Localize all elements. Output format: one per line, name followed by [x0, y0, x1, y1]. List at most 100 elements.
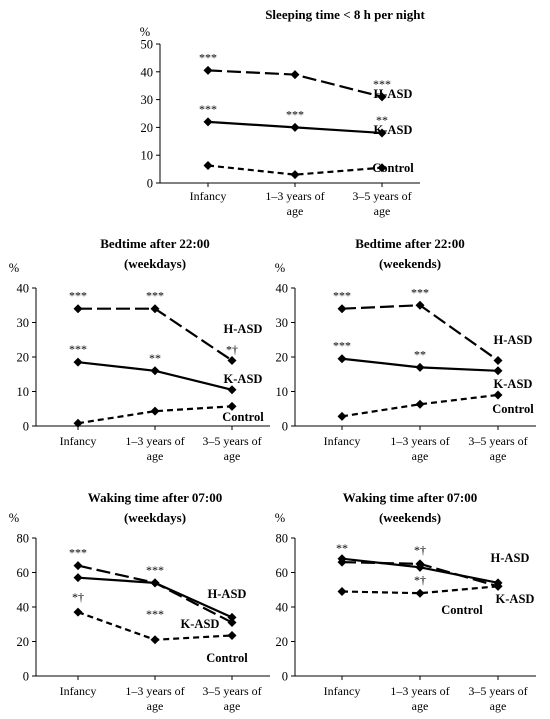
x-tick-label-line: age	[147, 699, 164, 713]
significance-marker: ***	[199, 102, 217, 116]
series-label-control: Control	[222, 410, 264, 424]
data-point-control	[493, 581, 503, 591]
x-tick-label: 1–3 years of age	[125, 684, 184, 713]
y-tick-label: 20	[141, 121, 154, 135]
data-point-control	[227, 630, 237, 640]
x-tick-label-line: age	[224, 699, 241, 713]
significance-marker: *†	[72, 590, 84, 604]
x-tick-label-line: age	[412, 699, 429, 713]
x-tick-label-line: age	[374, 204, 391, 218]
data-point-h-asd	[415, 300, 425, 310]
x-tick-label-line: age	[224, 449, 241, 463]
data-point-h-asd	[337, 304, 347, 314]
chart-panel-1: Sleeping time < 8 h per night% 0 10 20 30 40 5…	[140, 7, 426, 218]
chart-title: Waking time after 07:00	[88, 490, 222, 505]
significance-marker: ***	[286, 107, 304, 121]
x-tick-label-line: 1–3 years of	[390, 684, 449, 698]
y-tick-label: 40	[141, 65, 154, 79]
series-label-control: Control	[492, 402, 534, 416]
series-line-control	[341, 393, 499, 418]
data-point-h-asd	[73, 561, 83, 571]
y-tick-label: 30	[17, 316, 30, 330]
data-point-k-asd	[377, 128, 387, 138]
y-tick-label: 20	[276, 635, 289, 649]
data-point-k-asd	[150, 578, 160, 588]
x-tick-label-line: 1–3 years of	[125, 684, 184, 698]
significance-marker: ***	[146, 607, 164, 621]
data-point-h-asd	[73, 304, 83, 314]
y-tick-label: 20	[276, 351, 289, 365]
y-tick-label: 20	[17, 635, 30, 649]
data-point-k-asd	[227, 385, 237, 395]
x-tick-label: Infancy	[60, 434, 97, 448]
significance-marker: *†	[226, 342, 238, 356]
series-label-h-asd: H-ASD	[224, 322, 263, 336]
y-tick-label: 50	[141, 38, 154, 52]
data-point-control	[415, 399, 425, 409]
significance-marker: ***	[333, 289, 351, 303]
significance-marker: *†	[414, 573, 426, 587]
data-point-control	[337, 586, 347, 596]
x-tick-label: 3–5 years of age	[202, 684, 261, 713]
x-tick-label-line: age	[147, 449, 164, 463]
y-tick-label: 0	[282, 420, 288, 434]
y-axis-unit: %	[140, 25, 150, 39]
x-tick-label-line: age	[490, 449, 507, 463]
x-tick-label: 3–5 years of age	[468, 434, 527, 463]
y-tick-label: 0	[23, 420, 29, 434]
x-tick-label: Infancy	[60, 684, 97, 698]
y-tick-label: 0	[23, 670, 29, 684]
data-point-k-asd	[415, 362, 425, 372]
data-point-k-asd	[290, 122, 300, 132]
significance-marker: ***	[69, 342, 87, 356]
chart-subtitle: (weekdays)	[124, 510, 186, 525]
data-point-control	[337, 411, 347, 421]
data-point-control	[493, 390, 503, 400]
significance-marker: ***	[69, 546, 87, 560]
data-point-h-asd	[227, 355, 237, 365]
y-tick-label: 40	[276, 282, 289, 296]
significance-marker: **	[414, 347, 426, 361]
x-tick-label: 1–3 years of age	[390, 684, 449, 713]
significance-marker: *†	[414, 543, 426, 557]
data-point-k-asd	[73, 357, 83, 367]
data-point-h-asd	[377, 92, 387, 102]
x-tick-label: Infancy	[324, 684, 361, 698]
series-label-k-asd: K-ASD	[181, 617, 220, 631]
chart-subtitle: (weekends)	[379, 510, 441, 525]
data-point-h-asd	[203, 65, 213, 75]
significance-marker: ***	[333, 339, 351, 353]
y-tick-label: 80	[17, 532, 30, 546]
series-label-k-asd: K-ASD	[224, 372, 263, 386]
data-point-control	[415, 588, 425, 598]
x-tick-label-line: 1–3 years of	[265, 189, 324, 203]
significance-marker: ***	[411, 285, 429, 299]
x-tick-label: 1–3 years of age	[125, 434, 184, 463]
y-tick-label: 40	[276, 601, 289, 615]
x-tick-label-line: 3–5 years of	[202, 434, 261, 448]
chart-title: Bedtime after 22:00	[355, 236, 465, 251]
significance-marker: **	[376, 113, 388, 127]
significance-marker: ***	[199, 50, 217, 64]
data-point-k-asd	[337, 354, 347, 364]
x-tick-label-line: 3–5 years of	[352, 189, 411, 203]
y-axis-unit: %	[9, 261, 19, 275]
chart-title: Bedtime after 22:00	[100, 236, 210, 251]
y-tick-label: 30	[276, 316, 289, 330]
x-tick-label-line: age	[412, 449, 429, 463]
series-label-k-asd: K-ASD	[494, 377, 533, 391]
significance-marker: ***	[69, 289, 87, 303]
data-point-k-asd	[337, 554, 347, 564]
chart-subtitle: (weekends)	[379, 256, 441, 271]
x-tick-label-line: 1–3 years of	[390, 434, 449, 448]
data-point-k-asd	[203, 117, 213, 127]
data-point-control	[73, 418, 83, 428]
data-point-k-asd	[73, 573, 83, 583]
y-tick-label: 60	[276, 566, 289, 580]
data-point-control	[150, 406, 160, 416]
y-axis-unit: %	[9, 511, 19, 525]
x-tick-label-line: 3–5 years of	[468, 684, 527, 698]
x-tick-label: 3–5 years of age	[202, 434, 261, 463]
x-tick-label: 1–3 years of age	[390, 434, 449, 463]
